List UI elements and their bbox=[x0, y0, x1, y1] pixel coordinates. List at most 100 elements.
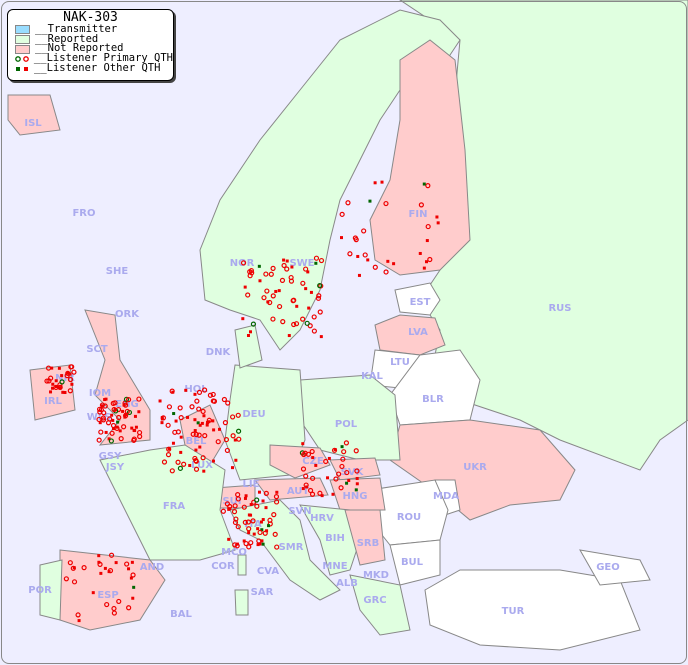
country-label: AND bbox=[140, 562, 164, 573]
listener-primary-qth-marker bbox=[181, 461, 187, 467]
listener-primary-qth-marker bbox=[189, 404, 195, 410]
listener-primary-qth-marker bbox=[235, 412, 241, 418]
listener-primary-qth-marker bbox=[272, 531, 278, 537]
listener-primary-qth-marker bbox=[108, 438, 114, 444]
listener-other-qth-marker bbox=[202, 469, 206, 473]
listener-other-qth-marker bbox=[174, 419, 178, 423]
listener-other-qth-marker bbox=[252, 532, 256, 536]
listener-primary-qth-marker bbox=[243, 540, 249, 547]
listener-other-qth-marker bbox=[304, 287, 308, 291]
listener-other-qth-marker bbox=[347, 478, 351, 482]
listener-other-qth-marker bbox=[356, 254, 360, 258]
listener-other-qth-marker bbox=[243, 496, 247, 500]
listener-primary-qth-marker bbox=[169, 388, 175, 394]
listener-other-qth-marker bbox=[422, 182, 426, 186]
country-label: MNE bbox=[322, 561, 347, 572]
listener-primary-qth-marker bbox=[246, 526, 252, 532]
listener-primary-qth-marker bbox=[293, 321, 300, 327]
country-label: GSY bbox=[99, 451, 122, 462]
country-label: BAL bbox=[170, 609, 192, 620]
listener-other-qth-marker bbox=[246, 333, 250, 337]
listener-primary-qth-marker bbox=[353, 448, 359, 454]
listener-other-qth-marker bbox=[218, 427, 222, 431]
listener-other-qth-marker bbox=[160, 416, 164, 420]
listener-other-qth-marker bbox=[424, 260, 428, 264]
country-iceland bbox=[7, 94, 61, 136]
listener-other-qth-marker bbox=[110, 413, 114, 417]
listener-primary-qth-marker bbox=[71, 579, 78, 585]
listener-primary-qth-marker bbox=[345, 200, 351, 206]
listener-primary-qth-marker bbox=[245, 292, 251, 298]
listener-other-qth-marker bbox=[50, 366, 54, 370]
legend: NAK-303 __Transmitter __Reported __Not R… bbox=[7, 9, 174, 81]
country-label: ORK bbox=[115, 309, 140, 320]
listener-other-qth-marker bbox=[211, 459, 215, 463]
listener-other-qth-marker bbox=[261, 499, 265, 503]
country-bulgaria bbox=[389, 539, 441, 586]
listener-primary-qth-marker bbox=[274, 544, 280, 550]
listener-primary-qth-marker bbox=[232, 503, 238, 509]
listener-primary-qth-marker bbox=[317, 283, 323, 289]
listener-primary-qth-marker bbox=[316, 293, 322, 299]
country-turkey bbox=[424, 569, 641, 651]
listener-other-qth-marker bbox=[184, 388, 188, 392]
listener-other-qth-marker bbox=[98, 421, 102, 425]
listener-primary-qth-marker bbox=[242, 519, 248, 525]
listener-primary-qth-marker bbox=[281, 262, 287, 269]
listener-primary-qth-marker bbox=[288, 274, 294, 281]
listener-other-qth-marker bbox=[319, 335, 323, 339]
country-sardinia bbox=[234, 589, 249, 616]
listener-primary-qth-marker bbox=[264, 288, 270, 294]
listener-primary-qth-marker bbox=[177, 405, 183, 411]
listener-other-qth-marker bbox=[386, 259, 390, 263]
listener-other-qth-marker bbox=[111, 418, 115, 422]
listener-primary-qth-marker bbox=[193, 457, 199, 464]
country-denmark bbox=[234, 324, 263, 369]
country-scandinavia bbox=[199, 9, 461, 351]
listener-primary-qth-marker bbox=[165, 422, 171, 428]
listener-other-qth-marker bbox=[274, 289, 278, 293]
listener-primary-qth-marker bbox=[223, 436, 230, 443]
country-serbia bbox=[344, 509, 386, 566]
listener-primary-qth-marker bbox=[206, 417, 212, 423]
listener-primary-qth-marker bbox=[303, 473, 309, 479]
listener-primary-qth-marker bbox=[121, 424, 127, 430]
legend-label: __Reported bbox=[35, 32, 99, 45]
listener-primary-qth-marker bbox=[425, 223, 431, 230]
listener-other-qth-marker bbox=[248, 330, 252, 334]
listener-other-qth-marker bbox=[340, 445, 344, 449]
listener-other-qth-marker bbox=[200, 421, 204, 425]
listener-primary-qth-marker bbox=[71, 369, 77, 375]
listener-primary-qth-marker bbox=[309, 491, 316, 497]
listener-primary-qth-marker bbox=[111, 605, 117, 612]
listener-other-qth-marker bbox=[198, 423, 202, 427]
country-label: SCT bbox=[86, 344, 108, 355]
country-label: ITA bbox=[244, 519, 262, 530]
country-label: MDA bbox=[433, 491, 459, 502]
listener-other-qth-marker bbox=[113, 407, 117, 411]
listener-primary-qth-marker bbox=[270, 316, 276, 322]
listener-primary-qth-marker bbox=[165, 452, 172, 458]
listener-other-qth-marker bbox=[261, 518, 265, 522]
listener-other-qth-marker bbox=[127, 567, 131, 571]
listener-other-qth-marker bbox=[103, 566, 107, 570]
listener-other-qth-marker bbox=[196, 421, 200, 425]
listener-other-qth-marker bbox=[130, 426, 134, 430]
listener-primary-qth-marker bbox=[279, 277, 286, 283]
listener-primary-qth-marker bbox=[241, 504, 247, 510]
listener-other-qth-marker bbox=[282, 258, 286, 262]
listener-primary-qth-marker bbox=[300, 280, 306, 286]
listener-primary-qth-marker bbox=[196, 432, 202, 438]
listener-primary-qth-marker bbox=[307, 487, 314, 494]
country-label: UKR bbox=[463, 462, 487, 473]
listener-other-qth-marker bbox=[287, 334, 291, 338]
listener-other-qth-marker bbox=[257, 490, 261, 494]
country-label: SAR bbox=[251, 587, 274, 598]
listener-other-qth-marker bbox=[118, 429, 122, 433]
listener-other-qth-marker bbox=[339, 236, 343, 240]
listener-other-qth-marker bbox=[193, 418, 197, 422]
listener-primary-qth-marker bbox=[235, 492, 241, 498]
listener-primary-qth-marker bbox=[230, 414, 236, 420]
listener-other-qth-marker bbox=[103, 398, 107, 402]
country-label: SVN bbox=[288, 506, 311, 517]
